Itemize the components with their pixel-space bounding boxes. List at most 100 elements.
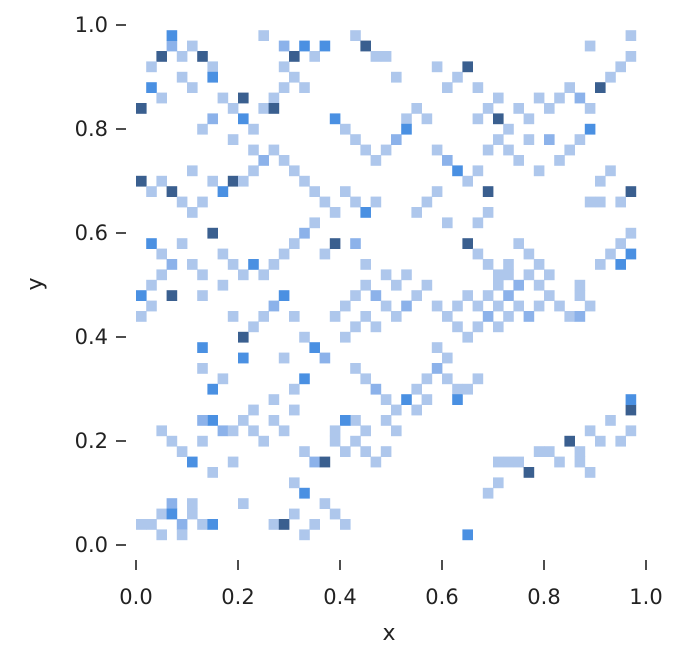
heatmap-cell [197, 123, 208, 135]
heatmap-cell [533, 446, 545, 457]
heatmap-cell [166, 498, 178, 509]
heatmap-cell [625, 186, 637, 197]
heatmap-cell [380, 300, 392, 312]
heatmap-cell [595, 259, 606, 270]
heatmap-cell [380, 144, 392, 156]
heatmap-cell [176, 196, 188, 208]
heatmap-cell [156, 529, 167, 541]
heatmap-cell [309, 456, 320, 468]
heatmap-cell [503, 123, 514, 135]
heatmap-cell [503, 269, 514, 281]
heatmap-cell [227, 456, 239, 468]
heatmap-cell [503, 144, 514, 156]
heatmap-cell [197, 415, 208, 426]
heatmap-cell [564, 435, 575, 447]
heatmap-cell [431, 61, 443, 73]
heatmap-cell [278, 155, 290, 166]
heatmap-cell [493, 92, 504, 104]
y-tick-label: 1.0 [75, 13, 108, 37]
heatmap-cell [350, 415, 361, 426]
heatmap-cell [370, 51, 382, 62]
heatmap-cell [350, 134, 361, 145]
heatmap-cell [421, 113, 433, 125]
heatmap-cell [523, 269, 535, 281]
heatmap-cell [472, 373, 484, 385]
heatmap-cell [238, 113, 249, 125]
heatmap-cell [227, 425, 239, 437]
heatmap-cell [615, 238, 626, 249]
heatmap-cell [513, 238, 524, 249]
heatmap-cell [278, 61, 290, 73]
heatmap-cell [299, 529, 310, 541]
heatmap-cell [493, 113, 504, 125]
heatmap-cell [462, 383, 473, 395]
heatmap-cell [146, 61, 157, 73]
heatmap-cell [482, 103, 494, 114]
y-tick-label: 0.8 [75, 117, 108, 141]
heatmap-cell [207, 227, 218, 239]
heatmap-cell [238, 331, 249, 343]
heatmap-cell [401, 123, 412, 135]
heatmap-cell [554, 92, 565, 104]
heatmap-cell [309, 51, 320, 62]
heatmap-cell [360, 446, 371, 457]
heatmap-cell [584, 40, 596, 52]
heatmap-cell [217, 373, 229, 385]
heatmap-cell [533, 92, 545, 104]
heatmap-cell [166, 30, 178, 41]
heatmap-cell [268, 103, 280, 114]
heatmap-cell [248, 404, 259, 416]
heatmap-cell [472, 217, 484, 229]
heatmap-cell [625, 30, 637, 41]
heatmap-cell [176, 519, 188, 530]
heatmap-cell [136, 519, 147, 530]
heatmap-cell [299, 373, 310, 385]
heatmap-cell [391, 404, 402, 416]
heatmap-cell [217, 279, 229, 291]
heatmap-cell [217, 425, 229, 437]
heatmap-cell [411, 383, 422, 395]
heatmap-cell [146, 82, 157, 93]
heatmap-cell [187, 165, 198, 177]
y-tick-label: 0.2 [75, 429, 108, 453]
heatmap-cell [156, 175, 167, 187]
heatmap-cell [380, 269, 392, 281]
heatmap-cell [350, 290, 361, 301]
x-tick-label: 0.2 [221, 585, 254, 609]
heatmap-cell [319, 456, 331, 468]
heatmap-cell [584, 103, 596, 114]
heatmap-cell [238, 92, 249, 104]
heatmap-cell [482, 186, 494, 197]
heatmap-cell [442, 82, 453, 93]
heatmap-cell [360, 311, 371, 322]
heatmap-cell [564, 144, 575, 156]
heatmap-cell [431, 144, 443, 156]
heatmap-cell [329, 435, 341, 447]
heatmap-cell [493, 321, 504, 333]
heatmap-cell [156, 92, 167, 104]
x-tick-label: 0.0 [119, 585, 152, 609]
heatmap-cell [574, 311, 586, 322]
heatmap-cell [248, 123, 259, 135]
heatmap-cell [431, 363, 443, 374]
heatmap-cell [217, 186, 229, 197]
heatmap-cell [462, 238, 473, 249]
heatmap-cell [370, 290, 382, 301]
heatmap-cell [156, 508, 167, 520]
heatmap-cell [584, 196, 596, 208]
heatmap-cell [350, 238, 361, 249]
heatmap-cell [401, 113, 412, 125]
heatmap-cell [329, 311, 341, 322]
heatmap-cell [421, 196, 433, 208]
heatmap-cell [238, 352, 249, 364]
heatmap-cell [187, 207, 198, 218]
heatmap-cell [615, 196, 626, 208]
heatmap-cell [156, 248, 167, 260]
heatmap-cell [207, 113, 218, 125]
heatmap-cell [370, 155, 382, 166]
heatmap-cell [197, 269, 208, 281]
heatmap-cell [503, 259, 514, 270]
heatmap-cell [289, 238, 300, 249]
heatmap-cell [207, 61, 218, 73]
heatmap-cell [574, 446, 586, 457]
